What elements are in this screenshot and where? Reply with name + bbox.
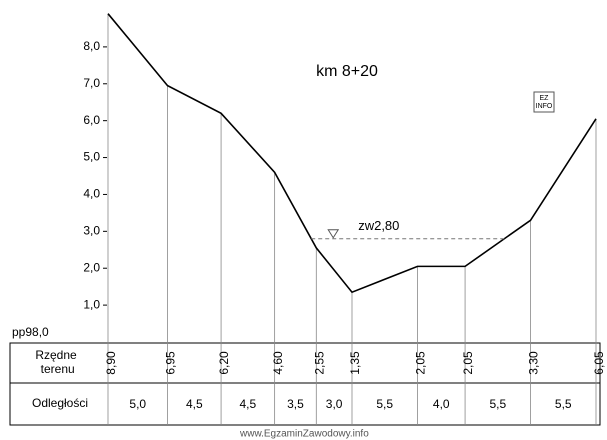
datum-label: pp98,0 (12, 325, 49, 339)
y-tick-label: 3,0 (83, 224, 100, 238)
ordinate-label: 4,60 (271, 351, 285, 375)
terrain-line (107, 13, 597, 294)
ordinate-label: 2,05 (461, 351, 475, 375)
water-marker (327, 229, 340, 239)
distance-label: 3,0 (326, 397, 343, 411)
y-tick-label: 4,0 (83, 187, 100, 201)
distance-label: 5,5 (555, 397, 572, 411)
y-tick-label: 2,0 (83, 260, 100, 274)
distance-label: 4,5 (186, 397, 203, 411)
ordinate-label: 3,30 (527, 351, 541, 375)
row-label: Rzędne terenu (35, 348, 77, 376)
table-frame (9, 342, 601, 426)
y-tick-label: 6,0 (83, 113, 100, 127)
y-tick-label: 1,0 (83, 297, 100, 311)
distance-label: 4,0 (433, 397, 450, 411)
ordinate-label: 6,05 (592, 351, 606, 375)
water-label: zw2,80 (358, 218, 399, 233)
footer: www.EgzaminZawodowy.info (239, 429, 369, 440)
row-label: Odległości (32, 396, 88, 410)
logo: EZ INFO (533, 91, 555, 113)
y-tick-label: 8,0 (83, 39, 100, 53)
distance-label: 3,5 (287, 397, 304, 411)
distance-label: 4,5 (240, 397, 257, 411)
svg-text:INFO: INFO (536, 103, 553, 110)
chart-title: km 8+20 (316, 63, 378, 80)
ordinate-label: 2,05 (414, 351, 428, 375)
y-tick-label: 7,0 (83, 76, 100, 90)
ordinate-label: 6,95 (164, 351, 178, 375)
ordinate-label: 1,35 (348, 351, 362, 375)
distance-label: 5,0 (129, 397, 146, 411)
ordinate-label: 8,90 (104, 351, 118, 375)
distance-label: 5,5 (489, 397, 506, 411)
ordinate-label: 2,55 (312, 351, 326, 375)
y-tick-label: 5,0 (83, 150, 100, 164)
distance-label: 5,5 (376, 397, 393, 411)
svg-text:EZ: EZ (540, 95, 550, 102)
ordinate-label: 6,20 (217, 351, 231, 375)
